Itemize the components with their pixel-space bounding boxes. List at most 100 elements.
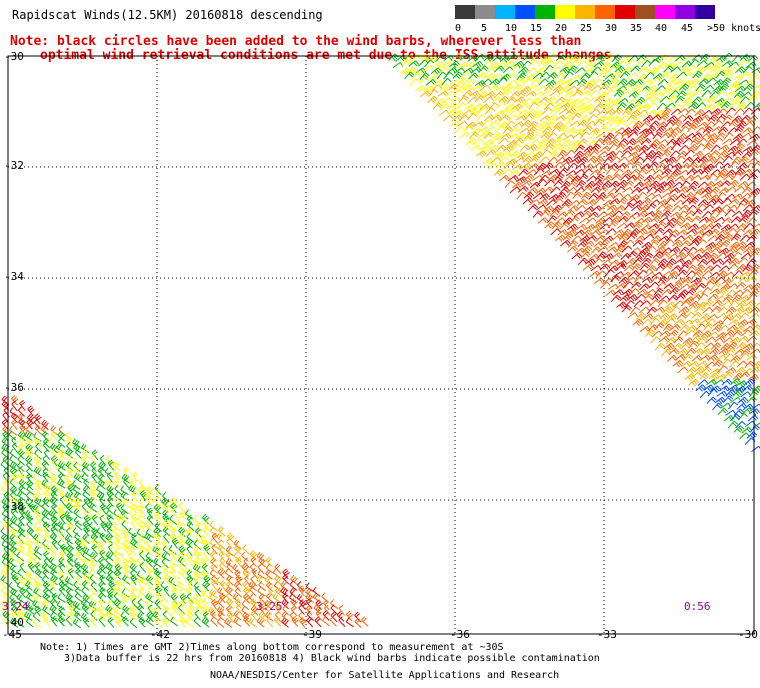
wind-barb: [725, 169, 736, 177]
wind-barb: [507, 175, 519, 182]
wind-barb: [265, 604, 273, 616]
wind-barb: [433, 60, 445, 69]
wind-barb: [154, 599, 162, 610]
wind-barb: [690, 371, 702, 379]
wind-barb: [590, 186, 602, 194]
wind-barb: [627, 156, 639, 165]
wind-barb: [751, 385, 760, 393]
wind-barb: [717, 126, 729, 134]
wind-barb: [727, 420, 739, 429]
wind-barb: [604, 108, 616, 116]
wind-barb: [523, 113, 535, 121]
wind-barb: [587, 211, 599, 219]
wind-barb: [551, 221, 563, 230]
wind-barb: [50, 525, 57, 537]
wind-barb: [107, 592, 115, 604]
wind-barb: [11, 610, 18, 622]
wind-barb: [66, 436, 75, 447]
wind-barb: [603, 132, 615, 140]
wind-barb: [74, 448, 82, 459]
wind-barb: [723, 252, 735, 261]
wind-barb: [9, 521, 18, 532]
wind-barb: [25, 592, 35, 603]
wind-barb: [607, 162, 619, 170]
wind-barb: [746, 139, 758, 146]
wind-barb: [82, 533, 90, 545]
wind-barb: [641, 276, 653, 283]
wind-barb: [57, 437, 66, 448]
wind-barb: [193, 616, 202, 628]
wind-barb: [24, 437, 33, 448]
wind-barb: [388, 53, 399, 61]
wind-barb: [224, 617, 233, 628]
wind-barb: [639, 262, 651, 271]
wind-barb: [427, 55, 439, 63]
wind-barb: [695, 102, 707, 110]
wind-barb: [476, 132, 488, 140]
wind-barb: [513, 137, 525, 145]
wind-barb: [35, 514, 42, 526]
wind-barb: [609, 180, 620, 189]
wind-barb: [639, 204, 650, 212]
wind-barb: [735, 241, 747, 248]
wind-barb: [242, 544, 250, 555]
wind-barb: [114, 575, 121, 587]
wind-barb: [712, 61, 724, 69]
wind-barb: [593, 118, 605, 127]
wind-barb: [734, 167, 746, 176]
wind-barb: [696, 239, 707, 247]
wind-barb: [738, 156, 749, 164]
wind-barb: [639, 300, 651, 307]
wind-barb: [202, 580, 210, 592]
wind-barb: [699, 313, 711, 321]
wind-barb: [129, 604, 137, 615]
wind-barb: [471, 127, 483, 134]
wind-barb: [717, 287, 728, 296]
wind-barb: [258, 611, 267, 622]
wind-barb: [49, 563, 58, 574]
wind-barb: [234, 598, 242, 609]
wind-barb: [305, 604, 313, 616]
wind-barb: [274, 611, 282, 623]
wind-barb: [690, 215, 702, 223]
wind-barb: [675, 354, 686, 361]
wind-barb: [564, 191, 576, 200]
wind-barb: [137, 515, 147, 525]
wind-barb: [503, 162, 515, 170]
wind-barb: [547, 72, 558, 80]
wind-barb: [694, 66, 706, 74]
wind-barb: [670, 126, 682, 134]
wind-barb: [705, 216, 717, 224]
wind-barb: [614, 205, 626, 213]
wind-barb: [676, 71, 688, 79]
wind-barb: [678, 144, 690, 152]
wind-barb: [705, 318, 717, 326]
wind-barb: [83, 514, 92, 526]
wind-barb: [477, 107, 488, 115]
wind-barb: [708, 194, 720, 202]
wind-barb: [626, 233, 637, 241]
wind-barb: [565, 107, 577, 115]
wind-barb: [714, 396, 726, 405]
wind-barb: [689, 78, 700, 86]
wind-barb: [542, 107, 553, 115]
wind-barb: [58, 425, 66, 437]
wind-barb: [659, 95, 671, 103]
wind-barb: [1, 443, 10, 454]
wind-barb: [18, 418, 26, 429]
wind-barb: [716, 108, 728, 116]
wind-barb: [672, 359, 684, 368]
wind-barb: [677, 366, 688, 374]
wind-barb: [97, 473, 106, 485]
wind-barb: [115, 502, 123, 514]
wind-barb: [18, 485, 27, 496]
wind-barb: [642, 155, 653, 164]
wind-barb: [714, 295, 726, 302]
wind-barb: [599, 238, 611, 247]
wind-barb: [666, 233, 677, 242]
wind-barb: [729, 241, 741, 249]
wind-barb: [476, 72, 488, 80]
wind-barb: [547, 113, 559, 122]
wind-barb: [637, 109, 649, 116]
wind-barb: [723, 415, 735, 422]
